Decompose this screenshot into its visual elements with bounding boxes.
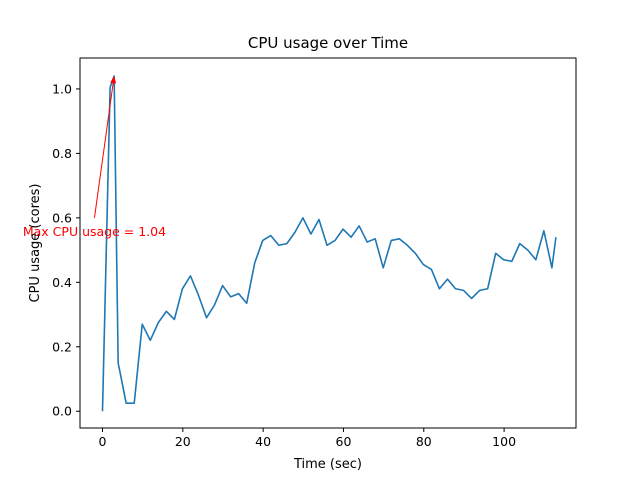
- x-axis-label: Time (sec): [293, 457, 362, 472]
- annotation-label: Max CPU usage = 1.04: [23, 224, 166, 239]
- y-tick-label: 0.4: [52, 275, 72, 290]
- x-tick-label: 40: [255, 434, 271, 449]
- x-tick-label: 100: [492, 434, 516, 449]
- y-axis-label: CPU usage (cores): [28, 184, 43, 303]
- y-tick-label: 0.8: [52, 146, 72, 161]
- annotation-arrow-line: [93, 82, 114, 218]
- x-tick-label: 20: [175, 434, 191, 449]
- annotation-arrow-head: [110, 76, 117, 84]
- y-tick-label: 0.0: [52, 404, 72, 419]
- y-tick-label: 0.2: [52, 339, 72, 354]
- plot-area: [79, 57, 577, 429]
- x-tick-label: 80: [416, 434, 432, 449]
- y-tick-label: 1.0: [52, 81, 72, 96]
- annotation-group: Max CPU usage = 1.04: [23, 76, 166, 239]
- series-group: [101, 75, 557, 412]
- axis-ticks: 0 20 40 60 80 100 0.0 0.2 0.4 0.6 0.8 1.0: [52, 81, 516, 449]
- cpu-usage-line: [101, 75, 557, 412]
- x-tick-label: 60: [336, 434, 352, 449]
- x-tick-label: 0: [99, 434, 107, 449]
- y-tick-label: 0.6: [52, 210, 72, 225]
- chart-title: CPU usage over Time: [248, 34, 408, 52]
